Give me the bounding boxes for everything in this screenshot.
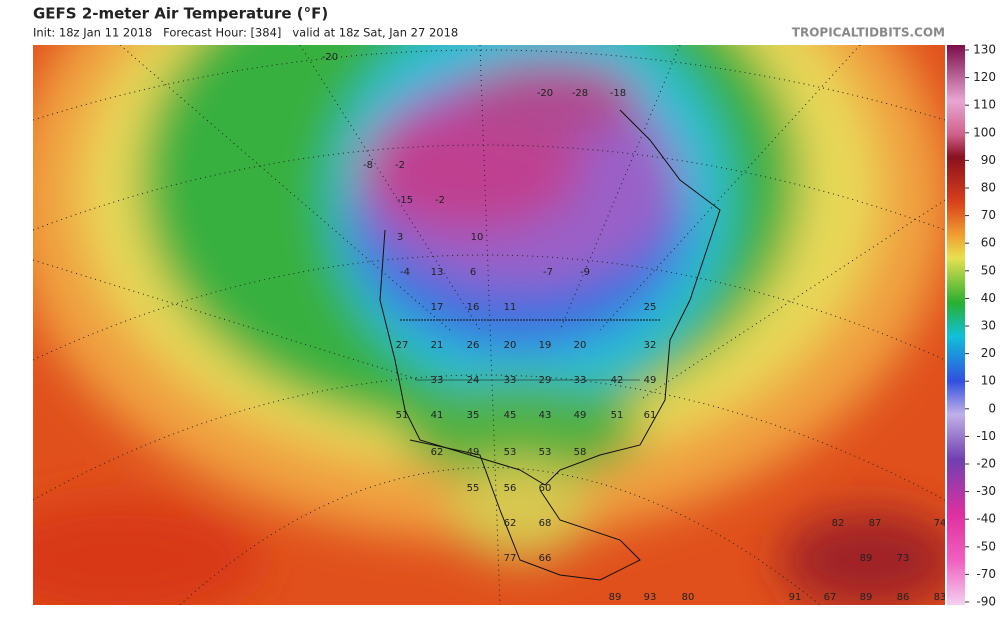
temperature-label: 43	[539, 410, 552, 421]
temperature-label: 83	[934, 592, 947, 603]
temperature-label: 27	[396, 340, 409, 351]
colorbar-tick-label: 120	[973, 70, 996, 84]
colorbar-tick-label: 90	[981, 153, 996, 167]
temperature-label: 89	[860, 553, 873, 564]
temperature-label: 41	[431, 410, 444, 421]
temperature-label: 21	[431, 340, 444, 351]
temperature-label: -2	[395, 160, 405, 171]
colorbar-tick-label: 30	[981, 319, 996, 333]
map: -20 -20 -28 -18 -8 -2 -15 -2 3 10 -4 13 6 -7 -9 17 16 11 2…	[33, 45, 947, 605]
temperature-label: 20	[574, 340, 587, 351]
colorbar-tick-label: 20	[981, 346, 996, 360]
temperature-label: 17	[431, 302, 444, 313]
temperature-label: 73	[897, 553, 910, 564]
temperature-label: 3	[397, 232, 403, 243]
temperature-label: 49	[644, 375, 657, 386]
colorbar-tick-label: 100	[973, 125, 996, 139]
colorbar-tick-label: -30	[976, 484, 996, 498]
temperature-label: 51	[396, 410, 409, 421]
site-name: TROPICALTIDBITS.COM	[792, 26, 945, 40]
temperature-label: 32	[644, 340, 657, 351]
temperature-label: 74	[934, 518, 947, 529]
temperature-label: 53	[539, 447, 552, 458]
temperature-label: -20	[537, 88, 553, 99]
temperature-label: 61	[644, 410, 657, 421]
temperature-label: 56	[504, 483, 517, 494]
temperature-label: 82	[832, 518, 845, 529]
temperature-label: 24	[467, 375, 480, 386]
colorbar-tick-label: -50	[976, 539, 996, 553]
temperature-label: -9	[580, 267, 590, 278]
temperature-label: 55	[467, 483, 480, 494]
temperature-label: 33	[504, 375, 517, 386]
colorbar-tick-label: -40	[976, 512, 996, 526]
temperature-label: 49	[467, 447, 480, 458]
temperature-label: -2	[435, 195, 445, 206]
colorbar-tick-label: 130	[973, 43, 996, 57]
colorbar-tick-label: 50	[981, 263, 996, 277]
temperature-label: 53	[504, 447, 517, 458]
colorbar-tick-label: 60	[981, 236, 996, 250]
temperature-label: 16	[467, 302, 480, 313]
temperature-label: 13	[431, 267, 444, 278]
temperature-label: 45	[504, 410, 517, 421]
temperature-label: 67	[824, 592, 837, 603]
temperature-label: 25	[644, 302, 657, 313]
colorbar-tick-label: -70	[976, 567, 996, 581]
colorbar-tick-label: 40	[981, 291, 996, 305]
temperature-label: 58	[574, 447, 587, 458]
temperature-label: 68	[539, 518, 552, 529]
temperature-label: 29	[539, 375, 552, 386]
temperature-label: 33	[431, 375, 444, 386]
temperature-label: 93	[644, 592, 657, 603]
colorbar-tick-label: 110	[973, 98, 996, 112]
colorbar-tick-label: 0	[988, 401, 996, 415]
colorbar-tick-label: 70	[981, 208, 996, 222]
temperature-label: 6	[470, 267, 476, 278]
temperature-label: 42	[611, 375, 624, 386]
temperature-label: 89	[609, 592, 622, 603]
temperature-label: 62	[504, 518, 517, 529]
temperature-label: -18	[610, 88, 626, 99]
temperature-label: -4	[400, 267, 410, 278]
temperature-label: 62	[431, 447, 444, 458]
temperature-label: 66	[539, 553, 552, 564]
temperature-label: 49	[574, 410, 587, 421]
info-line: Init: 18z Jan 11 2018 Forecast Hour: [38…	[33, 26, 458, 40]
temperature-label: -7	[543, 267, 553, 278]
temperature-label: 20	[504, 340, 517, 351]
temperature-label: 60	[539, 483, 552, 494]
temperature-label: 51	[611, 410, 624, 421]
colorbar-tick-label: -10	[976, 429, 996, 443]
temperature-label: 26	[467, 340, 480, 351]
temperature-label: 11	[504, 302, 517, 313]
temperature-label: 35	[467, 410, 480, 421]
temperature-label: -20	[322, 52, 338, 63]
temperature-label: 33	[574, 375, 587, 386]
temperature-label: -28	[572, 88, 588, 99]
colorbar-tick-label: 10	[981, 374, 996, 388]
temperature-label: -15	[397, 195, 413, 206]
temperature-label: 89	[860, 592, 873, 603]
temperature-label: -8	[363, 160, 373, 171]
temperature-label: 10	[471, 232, 484, 243]
temperature-label: 19	[539, 340, 552, 351]
temperature-label: 77	[504, 553, 517, 564]
title: GEFS 2-meter Air Temperature (°F)	[33, 5, 328, 23]
temperature-label: 86	[897, 592, 910, 603]
colorbar	[947, 45, 965, 605]
colorbar-tick-label: 80	[981, 181, 996, 195]
temperature-label: 87	[869, 518, 882, 529]
colorbar-tick-label: -20	[976, 457, 996, 471]
colorbar-tick-label: -90	[976, 595, 996, 609]
temperature-label: 91	[789, 592, 802, 603]
temperature-label: 80	[682, 592, 695, 603]
